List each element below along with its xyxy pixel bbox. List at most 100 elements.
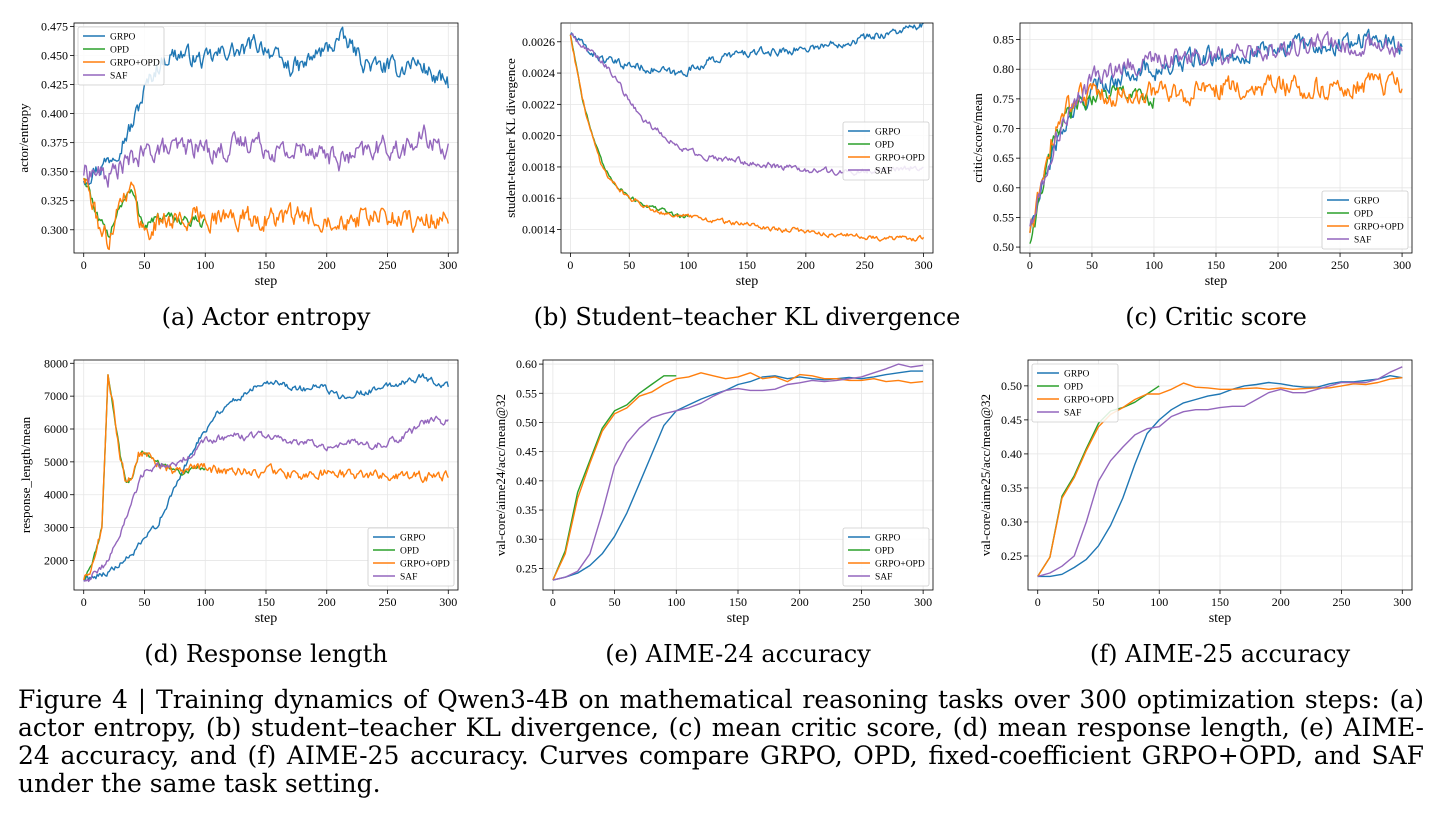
y-tick-label: 6000 bbox=[44, 422, 68, 436]
y-tick-label: 0.65 bbox=[993, 151, 1014, 165]
legend-label: GRPO bbox=[110, 33, 135, 43]
x-tick-label: 100 bbox=[1145, 258, 1163, 272]
y-tick-label: 0.0016 bbox=[522, 191, 555, 205]
legend: GRPO OPD GRPO+OPD SAF bbox=[842, 527, 930, 587]
legend-label: OPD bbox=[875, 141, 894, 151]
y-tick-label: 0.50 bbox=[1001, 379, 1022, 393]
y-tick-label: 0.70 bbox=[993, 122, 1014, 136]
y-axis-label: response_length/mean bbox=[18, 416, 33, 533]
figure-caption: Figure 4 | Training dynamics of Qwen3-4B… bbox=[18, 685, 1424, 798]
chart-panel-d: 0 50 100 150 200 250 300 2000 3000 4000 5000 6000 70… bbox=[18, 356, 459, 668]
series-line-grpo bbox=[83, 373, 449, 582]
legend: GRPO OPD GRPO+OPD SAF bbox=[1321, 190, 1409, 250]
chart-panel-b: 0 50 100 150 200 250 300 0.0014 0.0016 0.0018 0.00… bbox=[503, 22, 960, 331]
legend-label: OPD bbox=[875, 547, 894, 557]
legend-label: GRPO bbox=[400, 534, 425, 544]
x-tick-label: 250 bbox=[852, 595, 870, 609]
x-tick-label: 200 bbox=[791, 595, 809, 609]
y-tick-label: 2000 bbox=[44, 553, 68, 567]
y-axis-label: critic/score/mean bbox=[970, 93, 985, 183]
x-axis-label: step bbox=[255, 274, 278, 289]
x-tick-label: 0 bbox=[567, 258, 573, 272]
y-tick-label: 0.0024 bbox=[522, 66, 555, 80]
x-tick-label: 250 bbox=[1333, 595, 1351, 609]
series-line-saf bbox=[83, 415, 449, 583]
legend-label: OPD bbox=[110, 46, 129, 56]
legend-label: GRPO bbox=[1354, 197, 1379, 207]
x-tick-label: 300 bbox=[1393, 595, 1411, 609]
y-tick-label: 0.25 bbox=[1001, 549, 1022, 563]
series-lines bbox=[1029, 28, 1403, 244]
y-tick-label: 0.45 bbox=[516, 445, 537, 459]
y-tick-label: 0.350 bbox=[41, 165, 68, 179]
subfigure-caption: (a) Actor entropy bbox=[162, 303, 371, 331]
x-tick-label: 300 bbox=[439, 258, 457, 272]
y-tick-label: 0.0020 bbox=[522, 129, 555, 143]
legend-label: GRPO+OPD bbox=[1064, 396, 1114, 406]
x-axis-label: step bbox=[1209, 611, 1232, 626]
y-tick-label: 0.30 bbox=[1001, 515, 1022, 529]
x-tick-label: 0 bbox=[1035, 595, 1041, 609]
y-tick-label: 0.55 bbox=[993, 210, 1014, 224]
y-tick-label: 0.35 bbox=[1001, 481, 1022, 495]
x-axis-label: step bbox=[736, 274, 759, 289]
legend-label: GRPO bbox=[1064, 370, 1089, 380]
series-line-grpo-opd bbox=[1029, 71, 1403, 233]
y-tick-label: 0.45 bbox=[1001, 413, 1022, 427]
series-lines bbox=[83, 373, 449, 583]
y-tick-label: 0.40 bbox=[516, 474, 537, 488]
y-tick-label: 0.75 bbox=[993, 92, 1014, 106]
legend-label: GRPO+OPD bbox=[875, 560, 925, 570]
x-tick-label: 0 bbox=[81, 258, 87, 272]
legend-box bbox=[842, 527, 930, 587]
x-tick-label: 200 bbox=[1269, 258, 1287, 272]
y-tick-label: 0.50 bbox=[516, 415, 537, 429]
series-line-grpo-opd bbox=[552, 372, 924, 581]
x-tick-label: 50 bbox=[1086, 258, 1098, 272]
x-tick-label: 150 bbox=[738, 258, 756, 272]
y-tick-label: 0.0022 bbox=[522, 97, 555, 111]
x-tick-label: 150 bbox=[729, 595, 747, 609]
y-tick-label: 0.50 bbox=[993, 240, 1014, 254]
x-tick-label: 200 bbox=[318, 595, 336, 609]
series-lines bbox=[1037, 366, 1403, 578]
x-axis-label: step bbox=[1205, 274, 1228, 289]
legend: GRPO OPD GRPO+OPD SAF bbox=[77, 26, 165, 86]
x-tick-label: 50 bbox=[138, 595, 150, 609]
legend: GRPO OPD GRPO+OPD SAF bbox=[1031, 363, 1119, 423]
x-tick-label: 50 bbox=[609, 595, 621, 609]
y-tick-label: 0.80 bbox=[993, 62, 1014, 76]
legend: GRPO OPD GRPO+OPD SAF bbox=[842, 121, 930, 181]
y-tick-label: 0.60 bbox=[993, 181, 1014, 195]
legend-label: GRPO+OPD bbox=[875, 154, 925, 164]
x-tick-label: 250 bbox=[856, 258, 874, 272]
legend: GRPO OPD GRPO+OPD SAF bbox=[367, 527, 455, 587]
x-tick-label: 300 bbox=[915, 258, 933, 272]
y-tick-label: 0.40 bbox=[1001, 447, 1022, 461]
legend-label: GRPO bbox=[875, 534, 900, 544]
x-tick-label: 200 bbox=[318, 258, 336, 272]
y-axis-label: actor/entropy bbox=[16, 103, 31, 173]
legend-label: OPD bbox=[1354, 210, 1373, 220]
y-tick-label: 0.425 bbox=[41, 78, 68, 92]
y-tick-label: 0.0014 bbox=[522, 223, 555, 237]
y-tick-label: 0.30 bbox=[516, 532, 537, 546]
series-lines bbox=[552, 363, 924, 581]
y-tick-label: 0.325 bbox=[41, 194, 68, 208]
figure-canvas: 0 50 100 150 200 250 3000.3000.3250.3500.3750.… bbox=[16, 19, 1413, 668]
series-line-grpo-opd bbox=[1037, 377, 1403, 577]
x-tick-label: 0 bbox=[550, 595, 556, 609]
subfigure-caption: (e) AIME-24 accuracy bbox=[605, 640, 871, 668]
series-line-grpo-opd bbox=[83, 374, 449, 581]
x-tick-label: 200 bbox=[1272, 595, 1290, 609]
x-tick-label: 50 bbox=[623, 258, 635, 272]
legend-label: GRPO+OPD bbox=[1354, 223, 1404, 233]
y-tick-label: 0.55 bbox=[516, 386, 537, 400]
legend-box bbox=[842, 121, 930, 181]
series-line-grpo bbox=[569, 23, 924, 78]
series-line-grpo-opd bbox=[569, 34, 925, 242]
y-tick-label: 4000 bbox=[44, 488, 68, 502]
series-line-grpo-opd bbox=[83, 177, 449, 251]
x-tick-label: 100 bbox=[679, 258, 697, 272]
y-tick-label: 0.25 bbox=[516, 561, 537, 575]
